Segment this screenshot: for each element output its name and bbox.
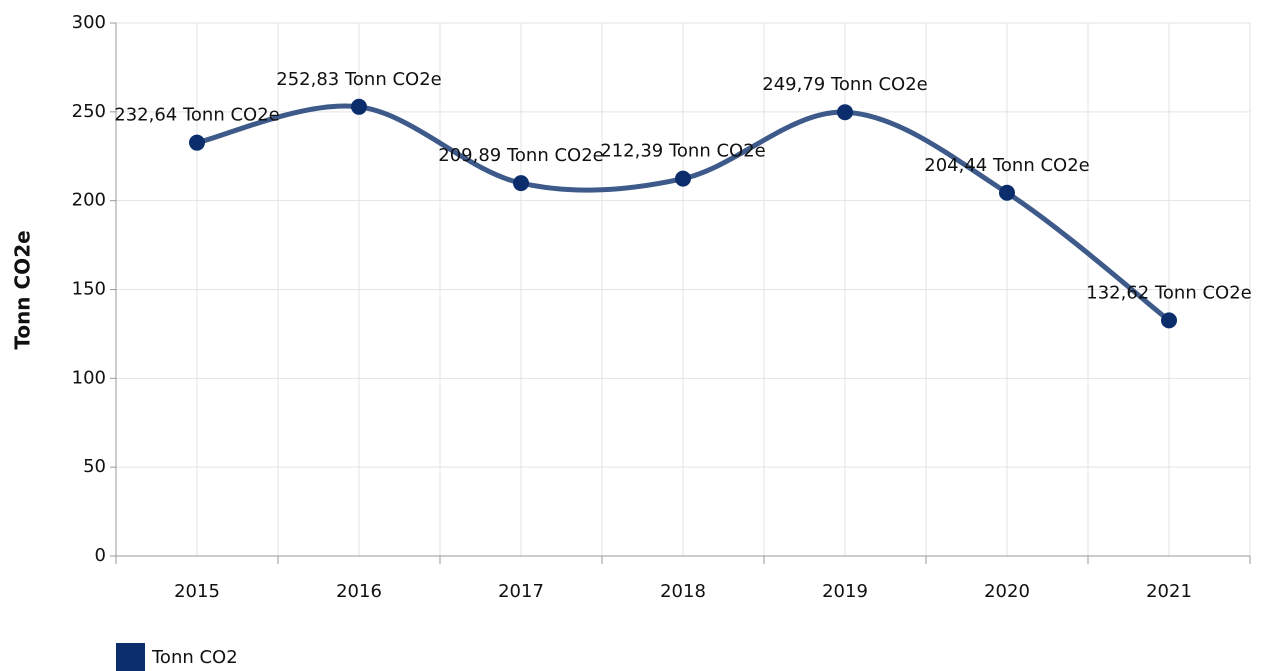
marker [999, 184, 1015, 201]
x-tick-label: 2015 [174, 581, 220, 602]
x-tick-label: 2018 [660, 581, 706, 602]
legend-label: Tonn CO2 [151, 647, 238, 668]
data-label: 249,79 Tonn CO2e [762, 74, 927, 95]
data-label: 232,64 Tonn CO2e [114, 105, 279, 126]
x-tick-label: 2017 [498, 581, 544, 602]
data-label: 212,39 Tonn CO2e [600, 141, 765, 162]
marker [675, 170, 691, 187]
legend-swatch [116, 643, 145, 671]
data-label: 204,44 Tonn CO2e [924, 155, 1089, 176]
y-tick-label: 200 [72, 190, 106, 211]
marker [513, 175, 529, 192]
y-tick-label: 100 [72, 367, 106, 388]
y-tick-label: 0 [95, 545, 106, 566]
y-tick-label: 150 [72, 279, 106, 300]
marker [351, 98, 367, 115]
y-tick-label: 250 [72, 101, 106, 122]
marker [1161, 312, 1177, 329]
data-label: 252,83 Tonn CO2e [276, 69, 441, 90]
marker [837, 104, 853, 121]
x-tick-label: 2019 [822, 581, 868, 602]
y-axis-label: Tonn CO2e [11, 230, 35, 349]
x-tick-label: 2020 [984, 581, 1030, 602]
data-label: 209,89 Tonn CO2e [438, 145, 603, 166]
y-tick-label: 50 [83, 456, 106, 477]
x-tick-label: 2021 [1146, 581, 1192, 602]
x-tick-label: 2016 [336, 581, 382, 602]
marker [189, 134, 205, 151]
data-label: 132,62 Tonn CO2e [1086, 282, 1251, 303]
y-tick-label: 300 [72, 12, 106, 33]
